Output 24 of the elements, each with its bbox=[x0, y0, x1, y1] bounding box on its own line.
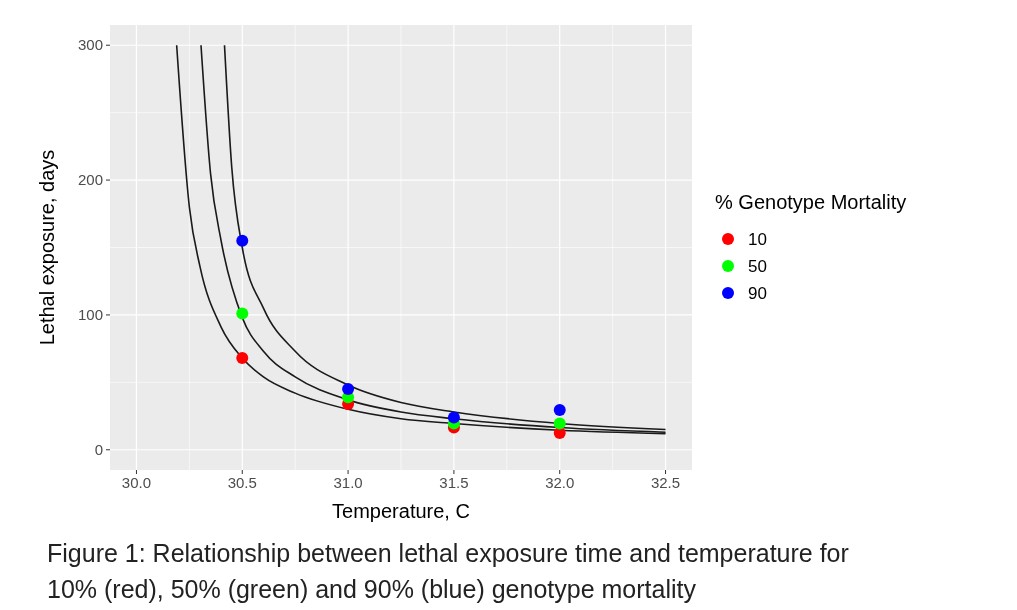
legend-label: 50 bbox=[748, 257, 767, 276]
point bbox=[553, 417, 566, 430]
x-tick-label: 32.5 bbox=[650, 474, 681, 491]
y-axis-title: Lethal exposure, days bbox=[36, 149, 58, 346]
y-tick-label: 300 bbox=[77, 36, 103, 54]
legend-title: % Genotype Mortality bbox=[715, 191, 907, 213]
y-tick-label: 100 bbox=[77, 305, 103, 323]
point bbox=[553, 403, 566, 416]
x-tick-label: 31.5 bbox=[439, 474, 469, 491]
y-tick-label: 200 bbox=[77, 171, 103, 189]
legend-label: 10 bbox=[748, 230, 767, 249]
x-tick-label: 30.0 bbox=[121, 474, 152, 491]
point bbox=[236, 352, 249, 365]
x-tick-label: 32.0 bbox=[545, 474, 575, 491]
x-axis-title: Temperature, C bbox=[332, 500, 470, 522]
point bbox=[236, 234, 249, 247]
x-tick-label: 30.5 bbox=[227, 474, 257, 491]
y-tick-label: 0 bbox=[94, 440, 103, 458]
point bbox=[447, 411, 460, 424]
point bbox=[236, 307, 249, 320]
legend-label: 90 bbox=[748, 284, 767, 303]
point bbox=[342, 383, 355, 396]
caption: Figure 1: Relationship between lethal exposure time and temperature for 10% (red), 50% (green) and 90% (blue) genotype mortality bbox=[47, 539, 849, 603]
x-tick-label: 31.0 bbox=[333, 474, 363, 491]
